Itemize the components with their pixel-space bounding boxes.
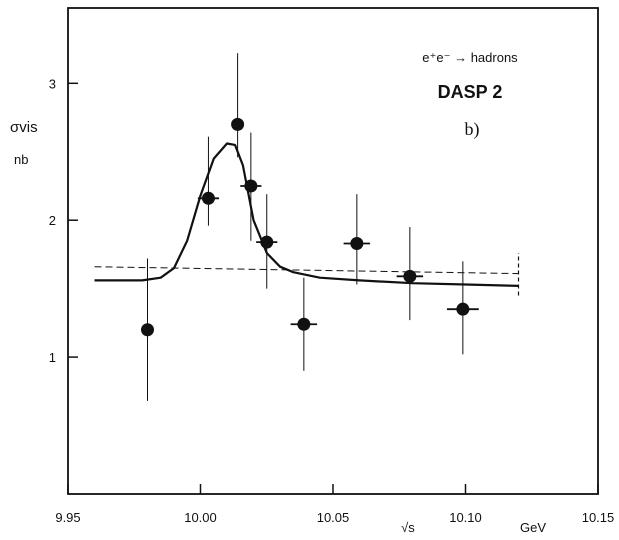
data-point-4 [260, 235, 274, 249]
plot-frame [67, 7, 599, 495]
y-tick-label-2: 3 [49, 76, 56, 91]
x-tick-label-3: 10.10 [449, 510, 482, 525]
x-axis-label: √s [401, 520, 415, 535]
y-tick-label-1: 2 [49, 213, 56, 228]
data-points [141, 53, 479, 401]
background-dashed-line [94, 266, 519, 275]
x-axis-unit: GeV [520, 520, 546, 535]
x-tick-label-1: 10.00 [184, 510, 217, 525]
reaction-label: e⁺e⁻ → hadrons [422, 50, 518, 65]
y-axis-unit: nb [14, 152, 28, 167]
data-point-8 [456, 302, 470, 316]
data-point-7 [403, 269, 417, 283]
data-point-3 [244, 179, 258, 193]
data-point-0 [141, 323, 154, 337]
data-point-1 [201, 191, 215, 205]
experiment-label: DASP 2 [438, 82, 503, 102]
y-axis-label: σvis [10, 119, 38, 136]
y-tick-label-0: 1 [49, 350, 56, 365]
data-point-6 [350, 236, 364, 250]
background-line [94, 266, 519, 275]
axis-ticks: 9.95 10.00 10.05 10.10 10.15 1 2 3 [49, 76, 615, 525]
x-tick-label-2: 10.05 [317, 510, 350, 525]
x-tick-label-4: 10.15 [582, 510, 615, 525]
x-tick-label-0: 9.95 [55, 510, 80, 525]
fit-curve [94, 142, 519, 287]
panel-label: b) [465, 119, 480, 140]
fit-curve-line [94, 142, 519, 287]
data-point-2 [231, 117, 245, 131]
data-point-5 [297, 317, 311, 331]
